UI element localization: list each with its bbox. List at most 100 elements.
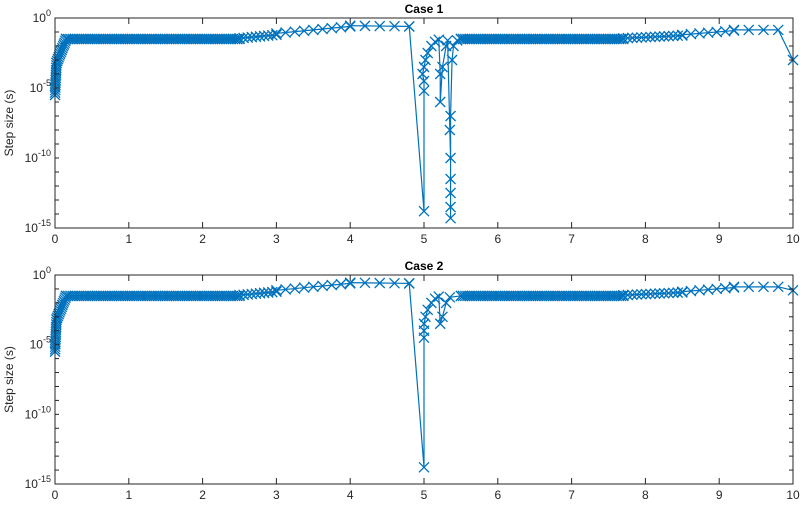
x-marker-icon [422,47,434,59]
x-marker-icon [418,61,430,73]
y-tick-label: 10-15 [25,474,51,491]
y-tick-exponent: -15 [38,218,51,228]
x-marker-icon [772,24,784,36]
x-marker-icon [51,57,62,69]
x-marker-icon [389,277,400,289]
x-marker-icon [51,314,62,326]
y-tick-base: 10 [30,338,44,352]
x-marker-icon [617,289,629,301]
x-marker-icon [50,59,62,71]
x-marker-icon [685,28,697,40]
x-marker-icon [53,306,65,318]
x-marker-icon [420,311,431,323]
x-marker-icon [743,24,755,36]
x-tick-label: 3 [273,488,280,500]
y-tick-exponent: -5 [43,335,51,345]
x-marker-icon [640,288,652,300]
x-marker-icon [56,44,68,56]
x-marker-icon [445,152,457,164]
y-axis-label: Step size (s) [2,346,16,413]
x-marker-icon [758,281,769,293]
x-marker-icon [422,304,434,316]
x-marker-icon [359,277,371,289]
x-marker-icon [658,30,670,42]
x-marker-icon [417,68,428,80]
x-marker-icon [335,21,347,33]
x-tick-label: 3 [273,232,280,246]
y-tick-exponent: -10 [38,404,51,414]
y-tick-label: 10-5 [30,335,51,352]
x-tick-label: 8 [642,232,649,246]
data-series [49,277,799,473]
x-tick-label: 8 [642,488,649,500]
x-marker-icon [445,201,457,213]
y-tick-base: 10 [25,151,39,165]
x-marker-icon [672,287,684,299]
x-marker-icon [663,30,675,42]
y-tick-exponent: -5 [43,78,51,88]
x-marker-icon [54,305,66,316]
x-marker-icon [298,25,310,37]
x-marker-icon [658,287,670,299]
x-marker-icon [654,31,666,43]
x-marker-icon [617,32,629,44]
x-marker-icon [613,290,625,302]
x-marker-icon [56,299,68,311]
x-marker-icon [445,173,457,185]
x-marker-icon [418,205,430,217]
x-marker-icon [326,22,338,34]
x-marker-icon [728,24,740,36]
x-marker-icon [645,31,656,43]
x-marker-icon [622,289,634,301]
x-marker-icon [326,279,338,291]
x-marker-icon [50,316,62,328]
x-marker-icon [649,288,661,300]
x-marker-icon [418,85,430,97]
x-tick-label: 5 [421,232,428,246]
data-series [49,20,799,224]
x-marker-icon [374,277,386,289]
x-tick-label: 10 [786,488,800,500]
y-tick-label: 100 [33,8,51,25]
x-marker-icon [280,27,292,38]
x-marker-icon [635,288,647,300]
x-tick-label: 6 [494,232,501,246]
x-marker-icon [640,31,652,43]
x-marker-icon [672,30,684,42]
x-tick-label: 5 [421,488,428,500]
x-marker-icon [676,286,688,298]
x-marker-icon [654,288,666,299]
x-marker-icon [58,295,70,307]
x-tick-label: 1 [125,488,132,500]
y-axis-label: Step size (s) [2,90,16,157]
x-marker-icon [58,39,70,50]
y-tick-label: 10-5 [30,78,51,95]
x-marker-icon [55,46,67,58]
x-marker-icon [631,289,643,301]
x-marker-icon [56,42,68,54]
x-marker-icon [307,281,319,293]
x-marker-icon [445,212,457,224]
x-marker-icon [719,25,731,37]
x-marker-icon [667,30,679,42]
x-marker-icon [626,289,638,301]
series-line [54,282,794,468]
x-marker-icon [758,24,769,36]
x-marker-icon [51,312,63,324]
y-tick-exponent: 0 [46,265,51,275]
x-marker-icon [55,303,67,315]
x-marker-icon [54,48,66,60]
x-marker-icon [719,282,731,294]
x-marker-icon [631,32,643,44]
x-marker-icon [711,283,723,295]
x-markers [49,20,799,224]
x-marker-icon [444,291,456,303]
x-marker-icon [446,54,458,66]
x-marker-icon [728,281,740,293]
y-tick-base: 10 [33,11,47,25]
x-marker-icon [434,68,446,80]
x-marker-icon [418,75,430,87]
